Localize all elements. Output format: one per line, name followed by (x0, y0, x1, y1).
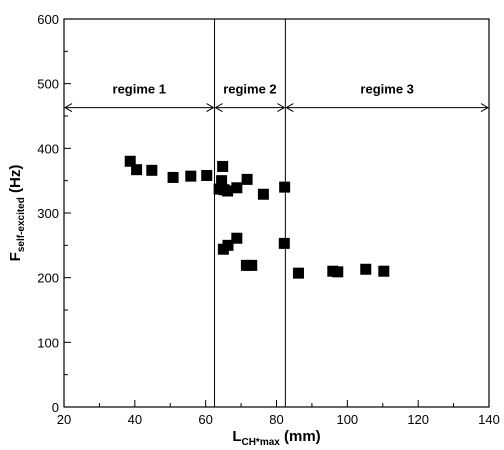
data-point (146, 164, 158, 176)
y-tick-label: 200 (37, 271, 59, 286)
y-axis-label: Fself-excited (Hz) (7, 165, 27, 262)
x-axis-label-sub: CH*max (241, 437, 280, 448)
y-tick-label: 500 (37, 77, 59, 92)
x-tick-label: 20 (57, 412, 71, 427)
regime-label: regime 1 (113, 82, 166, 97)
data-point (278, 237, 290, 249)
y-tick-label: 300 (37, 206, 59, 221)
x-tick-label: 80 (269, 412, 283, 427)
arrow-head (206, 103, 215, 113)
data-point (279, 181, 291, 193)
data-point (124, 155, 136, 167)
arrow-head (285, 103, 294, 113)
y-axis-label-main: F (7, 252, 24, 261)
data-point (131, 164, 143, 176)
data-point (217, 160, 229, 172)
y-tick-label: 100 (37, 335, 59, 350)
data-point (231, 182, 243, 194)
x-axis: 20 40 60 80 100 120 140 (57, 400, 500, 427)
data-point (167, 171, 179, 183)
data-point (378, 265, 390, 277)
data-point (216, 175, 228, 187)
data-points (124, 155, 390, 279)
y-tick-label: 400 (37, 141, 59, 156)
data-point (241, 173, 253, 185)
regime-label: regime 3 (360, 82, 413, 97)
data-point (292, 267, 304, 279)
x-tick-label: 60 (198, 412, 212, 427)
data-point (246, 259, 258, 271)
x-tick-label: 100 (336, 412, 358, 427)
x-tick-label: 140 (478, 412, 500, 427)
data-point (222, 239, 234, 251)
plot-frame (63, 18, 490, 408)
data-point (185, 170, 197, 182)
arrow-head (63, 103, 73, 113)
data-point (257, 188, 269, 200)
regime-annotations: regime 1 regime 2 regime 3 (63, 19, 490, 407)
x-axis-label: LCH*max (mm) (232, 428, 320, 448)
y-axis-label-unit: (Hz) (7, 165, 24, 198)
x-axis-label-main: L (232, 428, 241, 445)
data-point (360, 263, 372, 275)
y-tick-label: 0 (52, 400, 59, 415)
y-axis-label-sub: self-excited (16, 197, 27, 252)
x-tick-label: 120 (407, 412, 429, 427)
data-point (332, 266, 344, 278)
data-point (231, 232, 243, 244)
regime-label: regime 2 (223, 82, 276, 97)
arrow-head (480, 103, 490, 113)
arrow-head (214, 103, 223, 113)
arrow-head (277, 103, 286, 113)
y-axis: 0 100 200 300 400 500 600 (37, 12, 71, 415)
y-tick-label: 600 (37, 12, 59, 27)
data-point (201, 169, 213, 181)
x-axis-label-unit: (mm) (280, 428, 321, 445)
data-point (222, 185, 234, 197)
x-tick-label: 40 (128, 412, 142, 427)
